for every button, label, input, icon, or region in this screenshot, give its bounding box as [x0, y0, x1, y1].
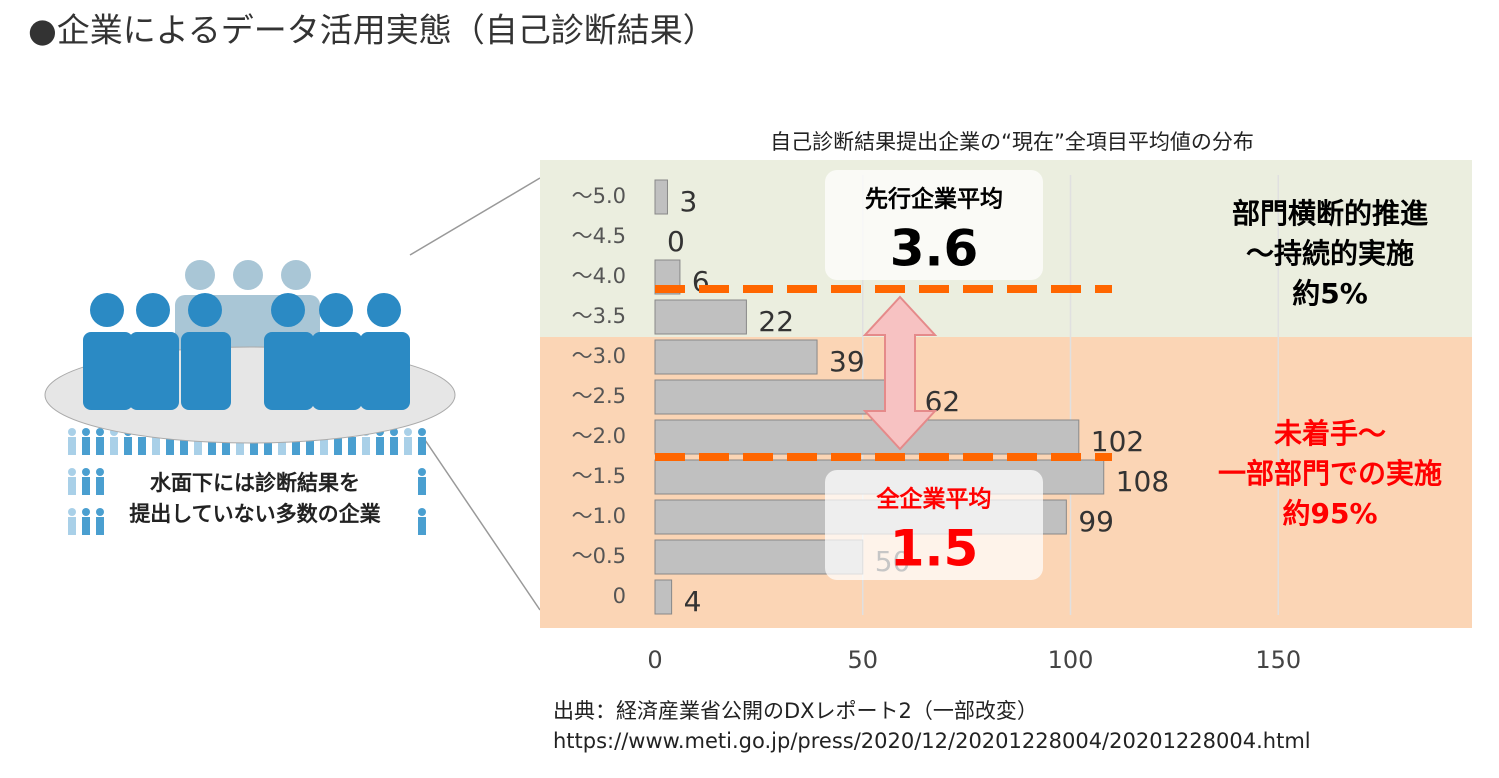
crowd-head [82, 508, 90, 516]
crowd-body [110, 437, 118, 455]
value-label: 3 [679, 185, 697, 218]
zone-label: 約95% [1282, 497, 1377, 530]
value-label: 0 [667, 225, 685, 258]
crowd-head [96, 468, 104, 476]
crowd-body [390, 437, 398, 455]
y-tick-label: ～1.0 [572, 504, 626, 528]
value-label: 99 [1078, 505, 1114, 538]
bar [654, 299, 747, 335]
crowd-head [96, 428, 104, 436]
callout-value: 3.6 [890, 220, 979, 278]
crowd-head [418, 508, 426, 516]
y-tick-label: ～4.0 [572, 264, 626, 288]
slide-title: ●企業によるデータ活用実態（自己診断結果） [28, 11, 716, 50]
crowd-body [278, 437, 286, 455]
crowd-body [236, 437, 244, 455]
illustration [44, 177, 541, 611]
crowd-body [306, 437, 314, 455]
y-tick-label: ～3.0 [572, 344, 626, 368]
value-label: 102 [1091, 425, 1144, 458]
illustration-text: 水面下には診断結果を [150, 471, 360, 495]
bar [654, 579, 673, 615]
y-tick-label: ～0.5 [572, 544, 626, 568]
crowd-body [264, 437, 272, 455]
crowd-head [82, 428, 90, 436]
crowd-body [82, 477, 90, 495]
crowd-head [68, 428, 76, 436]
crowd-head [418, 468, 426, 476]
crowd-body [96, 477, 104, 495]
crowd-body [334, 437, 342, 455]
y-tick-label: ～5.0 [572, 184, 626, 208]
bar [654, 379, 914, 415]
crowd-body [124, 437, 132, 455]
bar [654, 339, 818, 375]
callout-label: 全企業平均 [876, 486, 992, 513]
crowd-body [96, 517, 104, 535]
callout-label: 先行企業平均 [865, 186, 1003, 213]
crowd-body [376, 437, 384, 455]
crowd-body [404, 437, 412, 455]
crowd-body [208, 437, 216, 455]
callout-box [825, 170, 1043, 280]
crowd-body [348, 437, 356, 455]
value-label: 108 [1116, 465, 1169, 498]
zone-label: 約5% [1292, 277, 1368, 310]
crowd-body [180, 437, 188, 455]
source: https://www.meti.go.jp/press/2020/12/202… [553, 729, 1311, 753]
crowd-body [222, 437, 230, 455]
y-tick-label: 0 [613, 584, 626, 608]
crowd-head [96, 508, 104, 516]
source: 出典：経済産業省公開のDXレポート2（一部改変） [553, 699, 1038, 723]
crowd-head [404, 428, 412, 436]
crowd-body [82, 517, 90, 535]
crowd-body [96, 437, 104, 455]
x-tick-label: 150 [1255, 646, 1301, 674]
crowd-body [138, 437, 146, 455]
crowd-head [418, 428, 426, 436]
x-tick-label: 100 [1048, 646, 1094, 674]
x-tick-label: 0 [647, 646, 662, 674]
bar [654, 179, 668, 215]
value-label: 22 [758, 305, 794, 338]
crowd-body [418, 517, 426, 535]
crowd-body [320, 437, 328, 455]
crowd-body [68, 517, 76, 535]
zone-label: ～持続的実施 [1246, 237, 1414, 270]
zone-label: 未着手～ [1274, 417, 1386, 450]
crowd-body [152, 437, 160, 455]
bar [654, 419, 1080, 455]
y-tick-label: ～4.5 [572, 224, 626, 248]
value-label: 39 [829, 345, 865, 378]
crowd-head [82, 468, 90, 476]
chart-title: 自己診断結果提出企業の“現在”全項目平均値の分布 [770, 130, 1254, 154]
callout-value: 1.5 [890, 520, 979, 578]
zone-label: 部門横断的推進 [1232, 197, 1428, 230]
crowd-head [68, 468, 76, 476]
value-label: 4 [684, 585, 702, 618]
crowd-body [250, 437, 258, 455]
illustration-text: 提出していない多数の企業 [129, 502, 381, 526]
crowd-body [68, 437, 76, 455]
crowd-body [82, 437, 90, 455]
crowd-body [194, 437, 202, 455]
callout-box [825, 470, 1043, 580]
crowd-body [418, 437, 426, 455]
double-arrow [862, 295, 938, 451]
crowd-head [68, 508, 76, 516]
crowd-body [68, 477, 76, 495]
y-tick-label: ～1.5 [572, 464, 626, 488]
zone-label: 一部部門での実施 [1218, 457, 1442, 490]
crowd-body [362, 437, 370, 455]
x-tick-label: 50 [847, 646, 878, 674]
y-tick-label: ～2.0 [572, 424, 626, 448]
y-tick-label: ～3.5 [572, 304, 626, 328]
crowd-body [418, 477, 426, 495]
y-tick-label: ～2.5 [572, 384, 626, 408]
value-label: 6 [692, 265, 710, 298]
crowd-body [166, 437, 174, 455]
crowd-body [292, 437, 300, 455]
